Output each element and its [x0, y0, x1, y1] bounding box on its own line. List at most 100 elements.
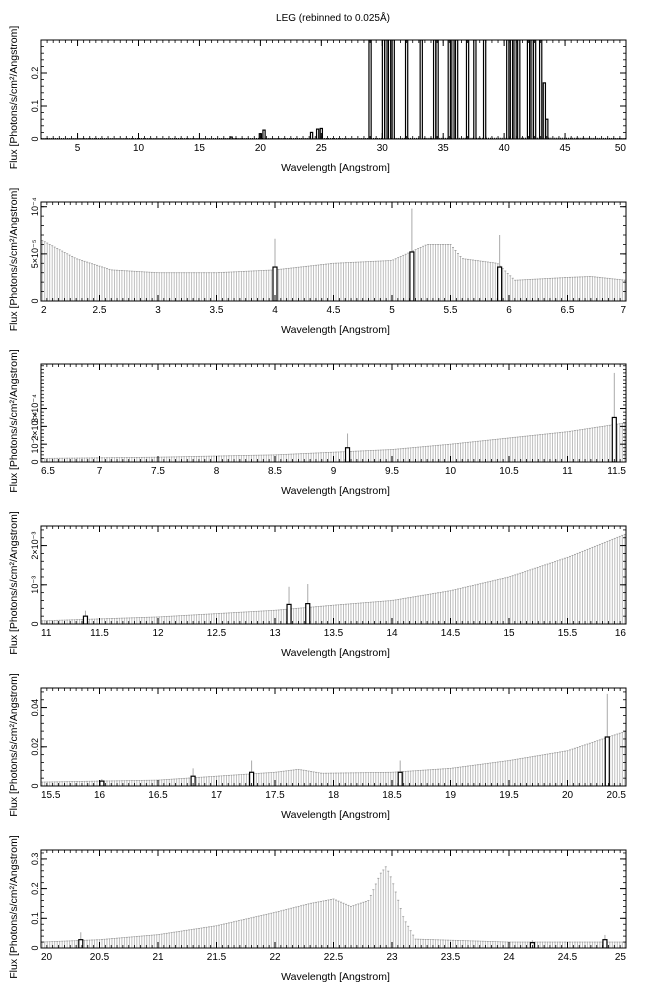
figure-title: LEG (rebinned to 0.025Å) [276, 11, 390, 24]
x-tick-label: 15 [503, 628, 515, 639]
x-tick-label: 16.5 [148, 790, 168, 801]
x-tick-label: 15 [194, 143, 206, 154]
y-tick-label: 0 [30, 783, 40, 788]
x-tick-label: 17.5 [265, 790, 285, 801]
x-tick-label: 11.5 [607, 466, 626, 477]
y-axis-label: Flux [Photons/s/cm²/Angstrom] [8, 188, 20, 332]
x-tick-label: 21 [152, 952, 164, 963]
plot-area [41, 693, 626, 786]
x-tick-label: 14.5 [441, 628, 461, 639]
plot-area [41, 866, 626, 948]
x-tick-label: 18 [328, 790, 340, 801]
y-tick-label: 2×10⁻³ [30, 532, 40, 560]
x-tick-label: 22 [269, 952, 281, 963]
plot-area [41, 40, 626, 139]
feature-bar [538, 40, 543, 139]
feature-bar [542, 82, 547, 139]
feature-bar [391, 40, 395, 139]
feature-bar [190, 775, 196, 786]
y-tick-label: 10⁻⁴ [30, 435, 40, 454]
y-tick-label: 10⁻⁴ [30, 197, 40, 216]
feature-bar [473, 40, 477, 139]
feature-bar [454, 40, 459, 139]
x-tick-label: 45 [560, 143, 572, 154]
y-tick-label: 0.3 [30, 853, 40, 866]
y-axis-label: Flux [Photons/s/cm²/Angstrom] [8, 26, 20, 170]
x-tick-label: 19 [445, 790, 457, 801]
y-tick-label: 0.1 [30, 100, 40, 113]
feature-bar [447, 40, 451, 139]
x-tick-label: 4.5 [327, 305, 341, 316]
y-tick-label: 3×10⁻⁴ [30, 394, 40, 423]
x-tick-label: 7 [620, 305, 626, 316]
x-tick-label: 23.5 [441, 952, 461, 963]
feature-bar [509, 40, 514, 139]
spectrum-panel-1: 5 10 15 20 25 30 35 40 45 50 0 0.1 0.2 Wavelength [An… [8, 26, 627, 174]
feature-bar [82, 615, 89, 624]
plot-area [41, 208, 626, 301]
x-tick-label: 19.5 [499, 790, 519, 801]
x-tick-label: 23 [386, 952, 398, 963]
x-tick-label: 24.5 [558, 952, 578, 963]
x-axis-label: Wavelength [Angstrom] [281, 324, 390, 336]
spectrum-panel-6: 20 20.5 21 21.5 22 22.5 23 23.5 24 24.5 25 0 0.1 0.2 0… [8, 835, 627, 983]
feature-bar [602, 939, 608, 948]
x-tick-label: 18.5 [382, 790, 402, 801]
feature-bar [249, 771, 255, 786]
feature-bar [387, 40, 392, 139]
x-tick-label: 20 [255, 143, 267, 154]
x-tick-label: 6.5 [561, 305, 575, 316]
x-tick-label: 13 [269, 628, 281, 639]
y-tick-label: 10⁻³ [30, 576, 40, 594]
x-tick-label: 11.5 [90, 628, 109, 639]
y-tick-label: 2×10⁻⁴ [30, 412, 40, 441]
spectrum-panel-2: 2 2.5 3 3.5 4 4.5 5 5.5 6 6.5 7 0 5×10⁻⁵ 10⁻⁴ Waveleng… [8, 188, 627, 336]
feature-bar [513, 40, 517, 139]
x-tick-label: 9.5 [385, 466, 399, 477]
x-axis-label: Wavelength [Angstrom] [281, 647, 390, 659]
feature-bar [451, 40, 455, 139]
x-tick-label: 30 [377, 143, 389, 154]
feature-bar [526, 40, 531, 139]
y-tick-label: 0.2 [30, 67, 40, 80]
x-axis-label: Wavelength [Angstrom] [281, 809, 390, 821]
feature-bar [482, 40, 487, 139]
feature-bar [99, 780, 105, 786]
x-tick-label: 2.5 [93, 305, 107, 316]
x-tick-label: 13.5 [324, 628, 344, 639]
x-tick-label: 11 [562, 466, 573, 477]
x-tick-label: 20 [41, 952, 53, 963]
y-tick-label: 0 [30, 298, 40, 303]
feature-bar [78, 939, 84, 948]
spectrum-panel-3: 6.5 7 7.5 8 8.5 9 9.5 10 10.5 11 11.5 0 10⁻⁴2×10⁻⁴3×… [8, 349, 627, 497]
x-tick-label: 16 [615, 628, 627, 639]
x-tick-label: 22.5 [324, 952, 344, 963]
x-axis-label: Wavelength [Angstrom] [281, 162, 390, 174]
feature-bar [305, 603, 311, 624]
feature-bar [368, 40, 372, 139]
feature-bar [604, 736, 610, 786]
x-tick-label: 6 [506, 305, 512, 316]
y-tick-label: 0.04 [30, 699, 40, 717]
x-tick-label: 20 [562, 790, 574, 801]
feature-bar [465, 40, 470, 139]
y-tick-label: 0 [30, 459, 40, 464]
x-tick-label: 20.5 [90, 952, 110, 963]
y-axis-label: Flux [Photons/s/cm²/Angstrom] [8, 349, 20, 493]
feature-bar [397, 771, 403, 786]
x-tick-label: 3.5 [210, 305, 224, 316]
spectrum-panel-5: 15.5 16 16.5 17 17.5 18 18.5 19 19.5 20 20.5 0 0.02 0… [8, 673, 627, 821]
y-tick-label: 0 [30, 621, 40, 626]
y-axis-label: Flux [Photons/s/cm²/Angstrom] [8, 835, 20, 979]
x-tick-label: 14 [386, 628, 398, 639]
x-tick-label: 20.5 [607, 790, 627, 801]
feature-bar [409, 251, 415, 301]
feature-bar [435, 40, 439, 139]
x-tick-label: 21.5 [207, 952, 227, 963]
axes-frame [40, 363, 627, 463]
x-tick-label: 5 [75, 143, 81, 154]
x-axis-label: Wavelength [Angstrom] [281, 485, 390, 497]
x-tick-label: 25 [615, 952, 627, 963]
y-tick-label: 0.2 [30, 882, 40, 895]
